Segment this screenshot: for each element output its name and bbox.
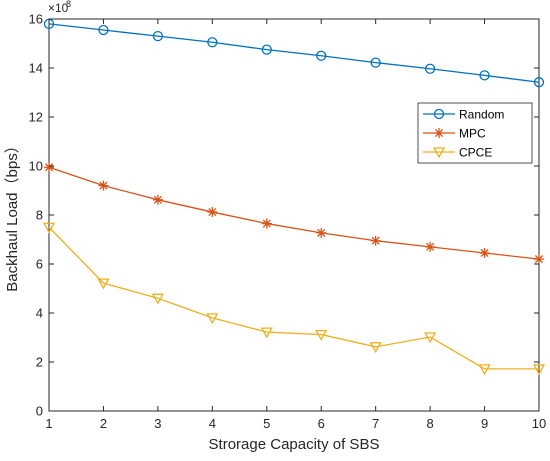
y-tick-label: 2 (36, 355, 43, 370)
data-point-random (98, 24, 109, 36)
plot-area (48, 18, 540, 412)
data-point-random (479, 70, 490, 81)
data-point-cpce (260, 327, 273, 339)
data-point-cpce (478, 364, 491, 376)
y-tick-label: 8 (36, 208, 43, 223)
data-point-random (207, 37, 218, 48)
legend-marker (432, 147, 446, 159)
y-exponent-power: 8 (66, 0, 71, 9)
data-point-mpc (44, 162, 54, 173)
data-point-mpc (370, 235, 381, 246)
x-tick-label: 8 (426, 416, 433, 431)
data-point-mpc (261, 218, 272, 229)
data-point-mpc (479, 247, 490, 258)
y-tick-label: 0 (36, 404, 43, 419)
data-point-cpce (151, 293, 164, 305)
y-tick-label: 14 (29, 61, 43, 76)
y-tick-label: 4 (36, 306, 43, 321)
x-tick-label: 1 (45, 416, 52, 431)
data-point-mpc (316, 227, 327, 238)
y-tick-label: 12 (29, 110, 43, 125)
series-line-mpc (48, 166, 540, 260)
series-random (43, 18, 545, 88)
data-point-cpce (532, 364, 546, 376)
legend-marker (434, 128, 444, 138)
series-cpce (42, 222, 546, 376)
y-axis-title: Backhaul Load（bps） (4, 138, 21, 291)
series-mpc (44, 162, 544, 265)
legend-label: CPCE (459, 146, 492, 160)
data-point-mpc (152, 194, 163, 205)
x-tick-label: 9 (481, 416, 488, 431)
legend: Random MPC CPCE (417, 102, 533, 164)
x-tick-label: 7 (372, 416, 379, 431)
data-point-cpce (369, 342, 382, 354)
legend-item-cpce: CPCE (423, 146, 492, 160)
data-point-random (316, 50, 327, 61)
legend-item-random: Random (423, 108, 504, 122)
x-tick-label: 3 (154, 416, 161, 431)
series-line-random (48, 23, 540, 83)
y-exponent-base: ×10 (48, 1, 69, 15)
x-tick-label: 10 (532, 416, 546, 431)
data-point-random (152, 31, 164, 42)
data-point-cpce (97, 278, 110, 290)
legend-item-mpc: MPC (423, 127, 486, 141)
legend-items: Random MPC CPCE (423, 108, 504, 160)
x-tick-label: 5 (263, 416, 270, 431)
data-point-cpce (42, 222, 56, 234)
x-tick-label: 6 (318, 416, 325, 431)
data-point-random (261, 44, 272, 55)
data-point-mpc (425, 241, 436, 252)
series-line-cpce (48, 226, 539, 370)
y-tick-label: 6 (36, 257, 43, 272)
data-point-cpce (424, 332, 437, 344)
legend-label: Random (459, 108, 504, 122)
data-point-random (424, 63, 436, 74)
data-point-random (533, 77, 545, 88)
x-tick-label: 4 (209, 416, 216, 431)
legend-marker (433, 108, 445, 120)
legend-label: MPC (459, 127, 486, 141)
data-point-cpce (206, 313, 219, 325)
x-tick-label: 2 (100, 416, 107, 431)
y-tick-label: 16 (29, 12, 43, 27)
data-point-mpc (207, 207, 218, 218)
data-point-cpce (315, 329, 328, 341)
data-point-mpc (98, 180, 109, 191)
data-point-random (370, 57, 381, 68)
data-point-mpc (534, 254, 544, 265)
x-axis-title: Strorage Capacity of SBS (209, 436, 380, 453)
plot-frame (48, 18, 540, 412)
y-tick-label: 10 (29, 159, 43, 174)
series-layer (42, 18, 546, 376)
